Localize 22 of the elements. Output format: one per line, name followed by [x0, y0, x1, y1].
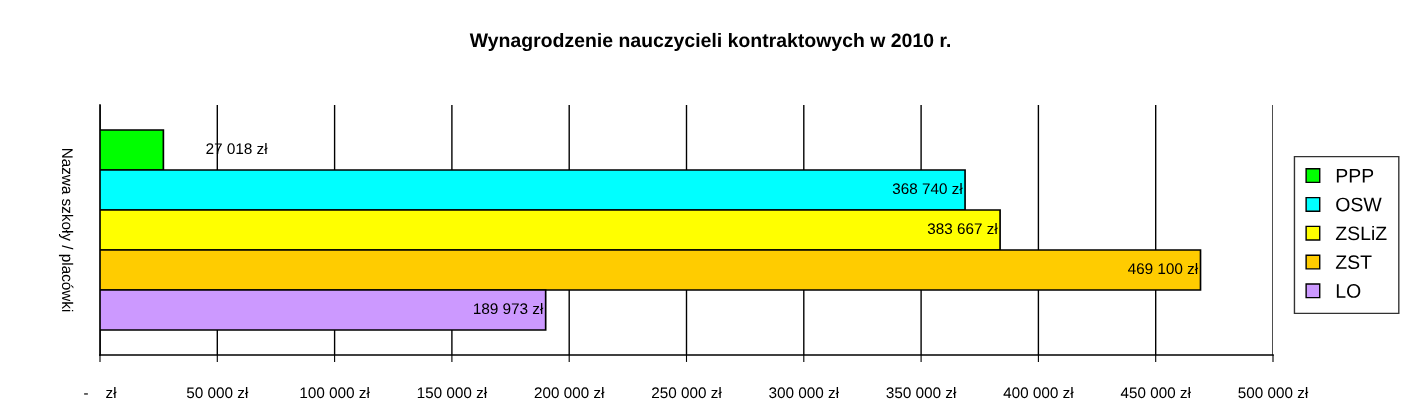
- x-tick-label: 300 000 zł: [769, 386, 839, 399]
- x-tick-label: 200 000 zł: [534, 386, 605, 399]
- x-tick-label: 450 000 zł: [1120, 386, 1191, 399]
- y-axis-title: Nazwa szkoły / placówki: [58, 148, 74, 312]
- data-label: 469 100 zł: [1128, 262, 1199, 275]
- legend-label: LO: [1336, 284, 1361, 298]
- legend-label: ZSLiZ: [1335, 225, 1387, 241]
- data-label: 368 740 zł: [892, 182, 963, 195]
- x-tick-label: 100 000 zł: [300, 386, 370, 399]
- data-label: 189 973 zł: [474, 302, 544, 315]
- x-tick-label: 250 000 zł: [652, 386, 722, 399]
- legend-label: ZST: [1335, 255, 1372, 270]
- x-tick-label: 50 000 zł: [186, 386, 249, 399]
- x-tick-label: 500 000 zł: [1238, 386, 1309, 399]
- x-tick-label: 400 000 zł: [1003, 386, 1074, 399]
- legend-label: OSW: [1336, 197, 1382, 212]
- x-tick-label: - zł: [84, 386, 117, 399]
- x-tick-label: 350 000 zł: [886, 386, 957, 399]
- chart-title: Wynagrodzenie nauczycieli kontraktowych w 2010 r.: [469, 32, 950, 52]
- x-tick-label: 150 000 zł: [417, 386, 488, 399]
- data-label: 383 667 zł: [927, 222, 998, 235]
- legend-label: PPP: [1336, 169, 1374, 183]
